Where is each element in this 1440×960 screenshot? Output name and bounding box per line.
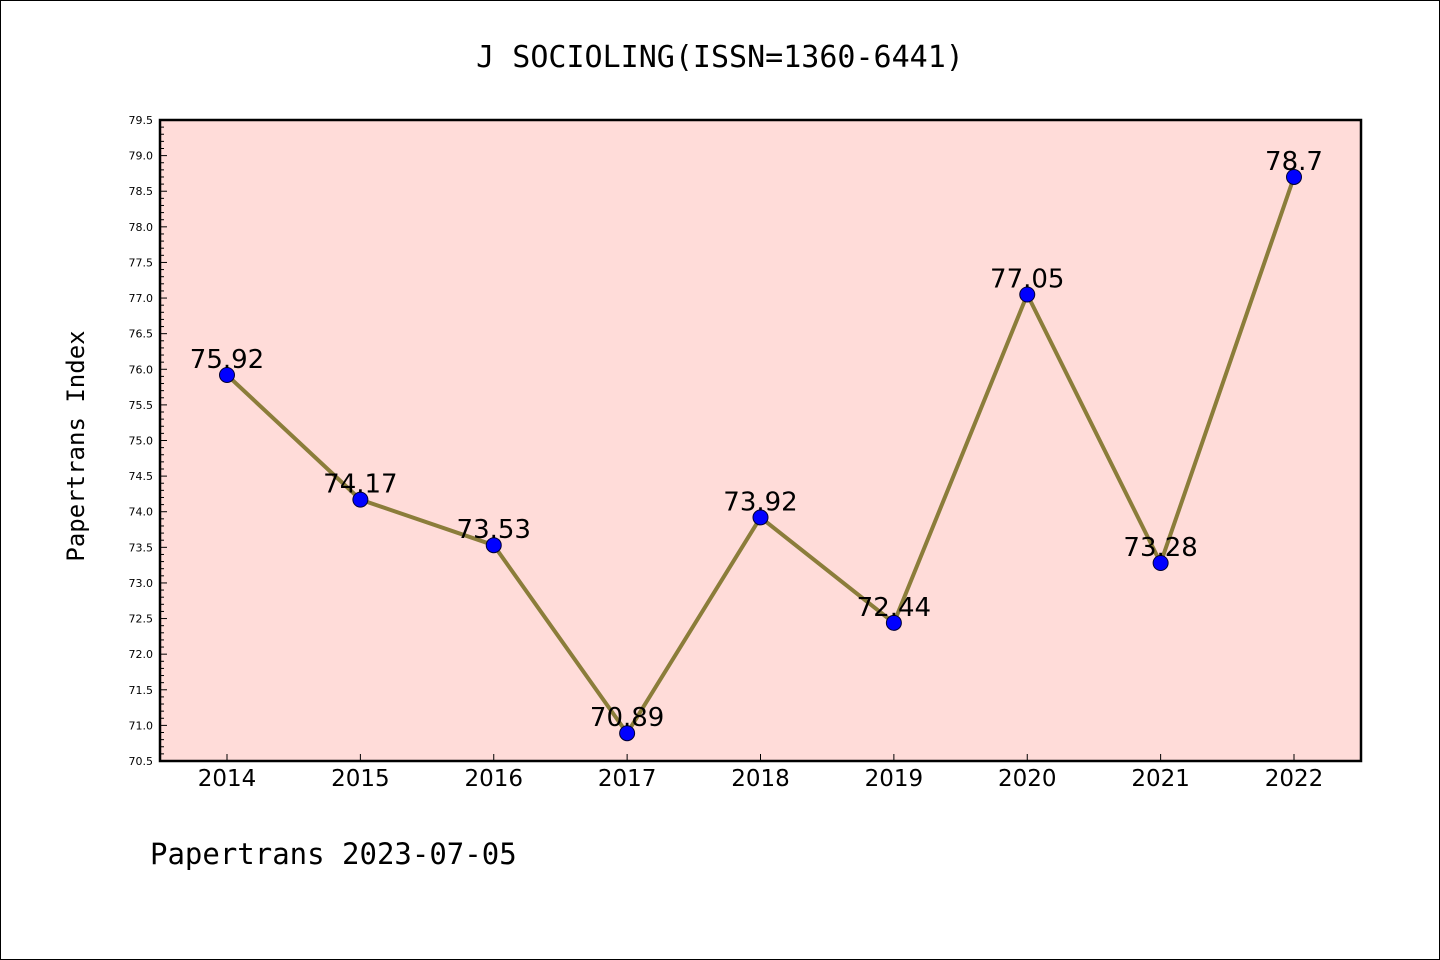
y-tick-label: 74.0 [129,506,154,519]
x-axis: 2014 2015 2016 2017 2018 2019 2020 2021 2022 [198,754,1324,792]
data-label: 72.44 [857,593,931,623]
y-tick-label: 79.0 [129,150,154,163]
y-tick-label: 70.5 [129,755,154,768]
y-tick-label: 72.0 [129,648,154,661]
y-tick-label: 78.5 [129,185,154,198]
data-label: 78.7 [1265,147,1323,177]
x-tick-label: 2015 [331,766,390,792]
data-point [1152,555,1169,572]
data-label: 73.92 [723,487,797,517]
y-tick-label: 76.5 [129,328,154,341]
y-tick-label: 78.0 [129,221,154,234]
y-tick-label: 71.0 [129,719,154,732]
x-tick-label: 2022 [1265,766,1324,792]
footer-text: Papertrans 2023-07-05 [150,837,517,871]
data-point [752,509,769,526]
y-tick-label: 75.5 [129,399,154,412]
data-label: 73.53 [457,515,531,545]
data-label: 74.17 [323,470,397,500]
data-points [219,168,1302,742]
data-point [885,614,902,631]
data-label: 77.05 [990,264,1064,294]
y-tick-label: 71.5 [129,684,154,697]
y-tick-label: 73.5 [129,541,154,554]
y-tick-label: 72.5 [129,613,154,626]
x-tick-label: 2016 [464,766,523,792]
y-axis-label: Papertrans Index [62,330,90,561]
y-tick-label: 77.0 [129,292,154,305]
data-point [619,725,636,742]
x-tick-label: 2020 [998,766,1057,792]
data-point [1286,168,1302,185]
data-label: 75.92 [190,345,264,375]
chart-title: J SOCIOLING(ISSN=1360-6441) [476,40,964,75]
data-point [219,366,235,383]
plot-area [158,118,1363,763]
y-tick-label: 77.5 [129,256,154,269]
x-tick-label: 2021 [1131,766,1190,792]
data-label: 73.28 [1123,533,1197,563]
x-tick-label: 2014 [198,766,257,792]
y-tick-label: 79.5 [129,114,154,127]
x-tick-label: 2019 [865,766,924,792]
data-label: 70.89 [590,703,664,733]
data-point [352,491,369,508]
y-axis: 70.5 71.0 71.5 72.0 72.5 73.0 73.5 74.0 74.5 75.0… [129,114,167,768]
y-tick-label: 75.0 [129,435,154,448]
y-tick-label: 76.0 [129,363,154,376]
y-tick-label: 74.5 [129,470,154,483]
y-tick-label: 73.0 [129,577,154,590]
data-point [1019,286,1036,303]
data-point [485,537,502,554]
x-tick-label: 2017 [598,766,657,792]
x-tick-label: 2018 [731,766,790,792]
data-labels: 75.92 74.17 73.53 70.89 73.92 72.44 77.05 73.28… [190,147,1323,733]
